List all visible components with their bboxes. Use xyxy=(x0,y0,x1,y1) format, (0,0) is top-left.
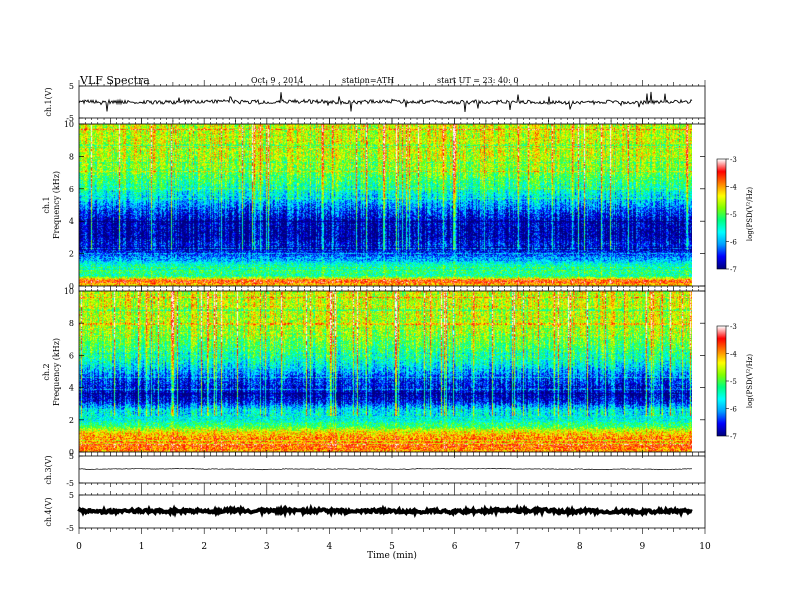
y-tick-label: 0 xyxy=(69,282,74,291)
ch1_spec-heatmap xyxy=(79,124,692,286)
ch1-spec-ylabel: ch.1 xyxy=(42,196,51,213)
date-label: Oct. 9 , 2014 xyxy=(251,76,304,85)
colorbar-tick-label: -6 xyxy=(730,239,737,247)
x-tick-label: 3 xyxy=(264,542,270,552)
y-tick-label: -5 xyxy=(66,479,74,488)
y-tick-label: 8 xyxy=(69,319,74,328)
ch2_spec-heatmap xyxy=(79,291,692,452)
y-tick-label: 6 xyxy=(69,351,74,360)
waveform-layer xyxy=(77,91,693,519)
colorbar-tick-label: -7 xyxy=(730,433,737,441)
ch3-wave-ylabel: ch.3(V) xyxy=(44,455,53,484)
x-tick-label: 6 xyxy=(452,542,458,552)
x-tick-label: 5 xyxy=(389,542,395,552)
colorbar-tick-label: -5 xyxy=(730,378,737,386)
y-tick-label: 8 xyxy=(69,152,74,161)
ch3_wave-line xyxy=(78,468,693,471)
y-tick-label: 5 xyxy=(69,452,74,461)
colorbar-tick-label: -5 xyxy=(730,211,737,219)
colorbar-label: log(PSD(V²/Hz) xyxy=(746,187,754,242)
colorbar-label: log(PSD(V²/Hz) xyxy=(746,354,754,409)
y-tick-label: 10 xyxy=(64,287,74,296)
colorbar-tick-label: -4 xyxy=(730,184,737,192)
colorbar-1 xyxy=(717,159,726,269)
x-tick-label: 9 xyxy=(640,542,646,552)
ch2-spec-ylabel: ch.2 xyxy=(42,363,51,380)
chart-title: VLF Spectra xyxy=(80,74,150,87)
x-axis-label: Time (min) xyxy=(367,550,417,561)
y-tick-label: 0 xyxy=(69,448,74,457)
y-tick-label: 5 xyxy=(69,491,74,500)
ch4_wave-line xyxy=(77,503,693,519)
ch1_wave-frame xyxy=(78,85,706,119)
ch4-wave-ylabel: ch.4(V) xyxy=(44,497,53,526)
colorbar-tick-label: -7 xyxy=(730,266,737,274)
x-tick-label: 0 xyxy=(76,542,82,552)
y-tick-label: 6 xyxy=(69,185,74,194)
y-tick-label: 4 xyxy=(69,384,74,393)
colorbar-2 xyxy=(717,326,726,436)
start-time-label: start UT = 23: 40: 0 xyxy=(437,76,519,85)
x-tick-label: 4 xyxy=(327,542,333,552)
colorbar-tick-label: -6 xyxy=(730,406,737,414)
ch2-spec-freq-label: Frequency (kHz) xyxy=(52,338,61,406)
x-tick-label: 10 xyxy=(699,542,711,552)
colorbar-tick-label: -3 xyxy=(730,156,737,164)
y-tick-label: 2 xyxy=(69,250,74,259)
colorbar-tick-label: -4 xyxy=(730,351,737,359)
x-tick-label: 8 xyxy=(577,542,583,552)
ch1-spec-freq-label: Frequency (kHz) xyxy=(52,171,61,239)
axes-layer xyxy=(78,80,729,534)
station-label: station=ATH xyxy=(342,76,395,85)
y-tick-label: 2 xyxy=(69,416,74,425)
ch1-wave-ylabel: ch.1(V) xyxy=(44,87,53,116)
y-tick-label: 4 xyxy=(69,217,74,226)
y-tick-label: 5 xyxy=(69,82,74,91)
y-tick-label: -5 xyxy=(66,114,74,123)
ch1_wave-line xyxy=(78,91,693,112)
colorbar-tick-label: -3 xyxy=(730,323,737,331)
y-tick-label: -5 xyxy=(66,524,74,533)
x-tick-label: 7 xyxy=(514,542,520,552)
x-tick-label: 2 xyxy=(201,542,207,552)
x-tick-label: 1 xyxy=(139,542,145,552)
y-tick-label: 10 xyxy=(64,120,74,129)
spectrogram-layer xyxy=(79,124,726,452)
